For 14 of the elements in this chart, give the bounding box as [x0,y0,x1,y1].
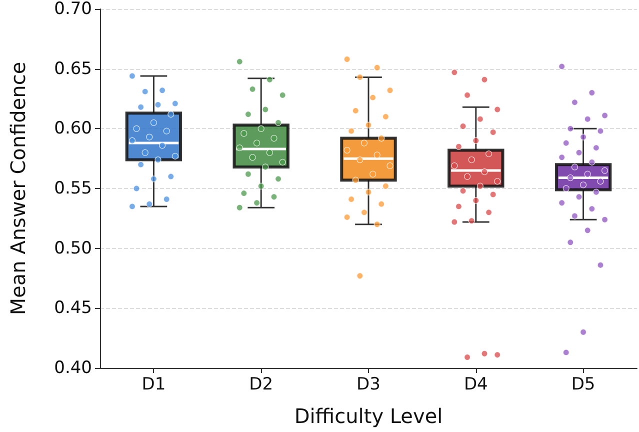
x-axis-title: Difficulty Level [294,404,443,428]
x-tick-label: D4 [464,374,488,394]
x-tick-label: D2 [249,374,274,394]
x-tick-label: D5 [571,374,596,394]
y-tick-label: 0.65 [54,58,92,79]
y-tick-label: 0.50 [54,238,92,258]
x-tick-label: D1 [142,374,166,394]
y-axis-title: Mean Answer Confidence [6,62,30,316]
y-tick-label: 0.70 [54,0,92,19]
y-tick-label: 0.40 [54,358,92,378]
y-tick-label: 0.60 [54,118,92,139]
y-tick-label: 0.45 [54,298,92,318]
y-tick-label: 0.55 [54,178,92,198]
x-tick-label: D3 [356,374,380,394]
